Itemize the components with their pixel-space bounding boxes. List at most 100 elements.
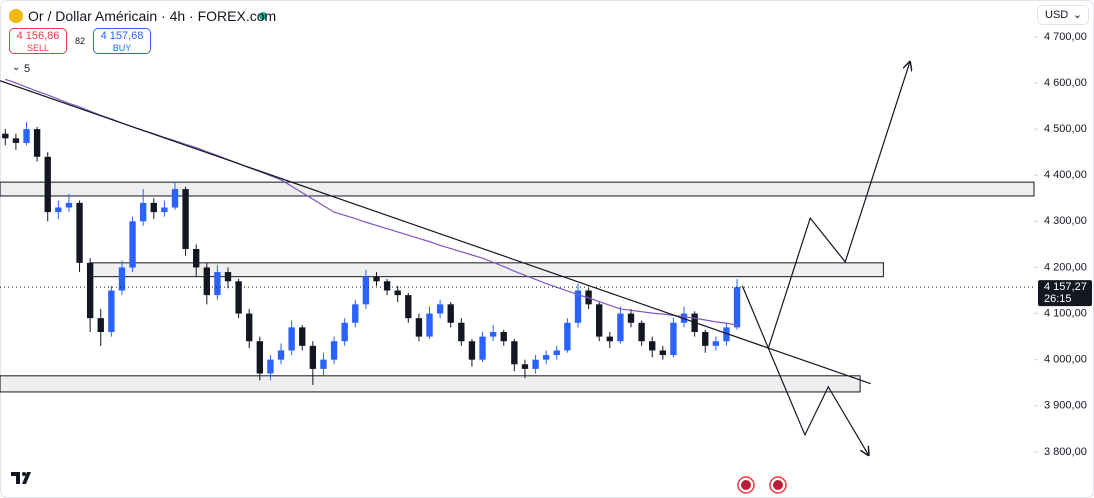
candle-body — [458, 322, 465, 342]
candle-body — [76, 202, 83, 263]
y-tick-label: 4 200,00 — [1044, 261, 1087, 273]
candle-body — [649, 341, 656, 351]
y-tick-label: 4 300,00 — [1044, 215, 1087, 227]
sell-button[interactable]: 4 156,86 SELL — [9, 28, 67, 54]
candle-body — [65, 202, 73, 208]
currency: USD — [1045, 9, 1069, 21]
candle-body — [733, 287, 741, 328]
plot: 3 800,00 3 900,00 4 000,00 4 100,00 4 200,00… — [0, 31, 1087, 458]
candle-body — [150, 202, 157, 213]
indicator-count: 5 — [24, 63, 31, 75]
candle-body — [97, 318, 104, 332]
candle-body — [596, 304, 603, 337]
symbol-icon — [9, 9, 23, 23]
candle-body — [256, 341, 264, 374]
candle-body — [532, 359, 539, 369]
candle-body — [33, 129, 41, 157]
candle-body — [362, 276, 370, 305]
candle-body — [108, 290, 115, 332]
candle-body — [489, 332, 497, 337]
candle-body — [606, 336, 613, 342]
candle-body — [383, 281, 391, 291]
candle-body — [129, 221, 136, 268]
candle-body — [235, 281, 242, 314]
candle-body — [224, 272, 232, 282]
candle-body — [299, 327, 306, 346]
indicators-toggle[interactable]: ⌄ 5 — [8, 62, 36, 77]
candle-body — [352, 304, 359, 323]
candle-body — [574, 290, 582, 323]
event-flag-inner — [741, 480, 751, 490]
y-tick-label: 4 600,00 — [1044, 77, 1087, 89]
candle-body — [214, 272, 221, 296]
spread: 82 — [75, 36, 86, 46]
candle-body — [415, 318, 423, 337]
y-tick-label: 4 500,00 — [1044, 123, 1087, 135]
tv-logo — [11, 472, 31, 484]
candle-body — [44, 156, 51, 213]
candle-body — [712, 341, 720, 346]
candle-body — [638, 322, 645, 342]
candle-body — [320, 359, 327, 369]
candle-body — [553, 350, 560, 356]
y-tick-label: 4 100,00 — [1044, 307, 1087, 319]
candle-body — [521, 364, 529, 369]
candle-body — [479, 336, 486, 360]
candle-body — [723, 327, 730, 342]
status-dot — [259, 12, 267, 20]
trendline — [0, 80, 871, 385]
candle-body — [309, 345, 317, 369]
candle-body — [436, 304, 444, 314]
tv-logo-dot — [22, 472, 26, 476]
candle-body — [627, 313, 635, 323]
candle-body — [394, 290, 401, 296]
candle-body — [511, 341, 518, 365]
events — [737, 476, 787, 494]
chevron: ⌄ — [12, 62, 21, 73]
event-flag-inner — [773, 480, 783, 490]
y-tick-label: 4 700,00 — [1044, 31, 1087, 43]
candle-body — [330, 341, 338, 360]
zone — [0, 181, 1035, 197]
candle-body — [2, 133, 9, 139]
candle-body — [277, 350, 285, 360]
buy-label: BUY — [112, 43, 132, 53]
candle-body — [288, 327, 295, 351]
candle-body — [86, 262, 94, 319]
candle-body — [118, 267, 126, 291]
sell-label: SELL — [26, 43, 50, 53]
candle-body — [12, 138, 20, 143]
candle-body — [617, 313, 624, 342]
buy-price: 4 157,68 — [100, 30, 144, 42]
candle-body — [341, 322, 348, 342]
candle-body — [139, 202, 147, 222]
y-tick-label: 3 900,00 — [1044, 400, 1087, 412]
buy-button[interactable]: 4 157,68 BUY — [93, 28, 151, 54]
y-tick-label: 4 400,00 — [1044, 169, 1087, 181]
candle-body — [564, 322, 571, 351]
projection-path — [767, 347, 868, 455]
candle-body — [267, 359, 274, 374]
candle-body — [182, 189, 189, 249]
countdown: 26:15 — [1044, 293, 1072, 305]
candle-body — [447, 304, 454, 323]
candle-body — [426, 313, 433, 337]
sell-price: 4 156,86 — [16, 30, 60, 42]
currency-select[interactable]: USD ⌄ — [1037, 5, 1089, 25]
candle-body — [171, 189, 179, 208]
candle-body — [23, 129, 30, 143]
projection-path — [741, 62, 910, 350]
candle-body — [468, 341, 476, 360]
candle-body — [55, 207, 62, 213]
candle-body — [203, 267, 210, 296]
candle-body — [670, 322, 677, 356]
candle-body — [405, 295, 412, 319]
candle-body — [659, 350, 667, 356]
candle-body — [161, 207, 168, 213]
candle-body — [193, 249, 200, 268]
zone — [0, 375, 861, 393]
last-price-box — [1038, 280, 1092, 307]
